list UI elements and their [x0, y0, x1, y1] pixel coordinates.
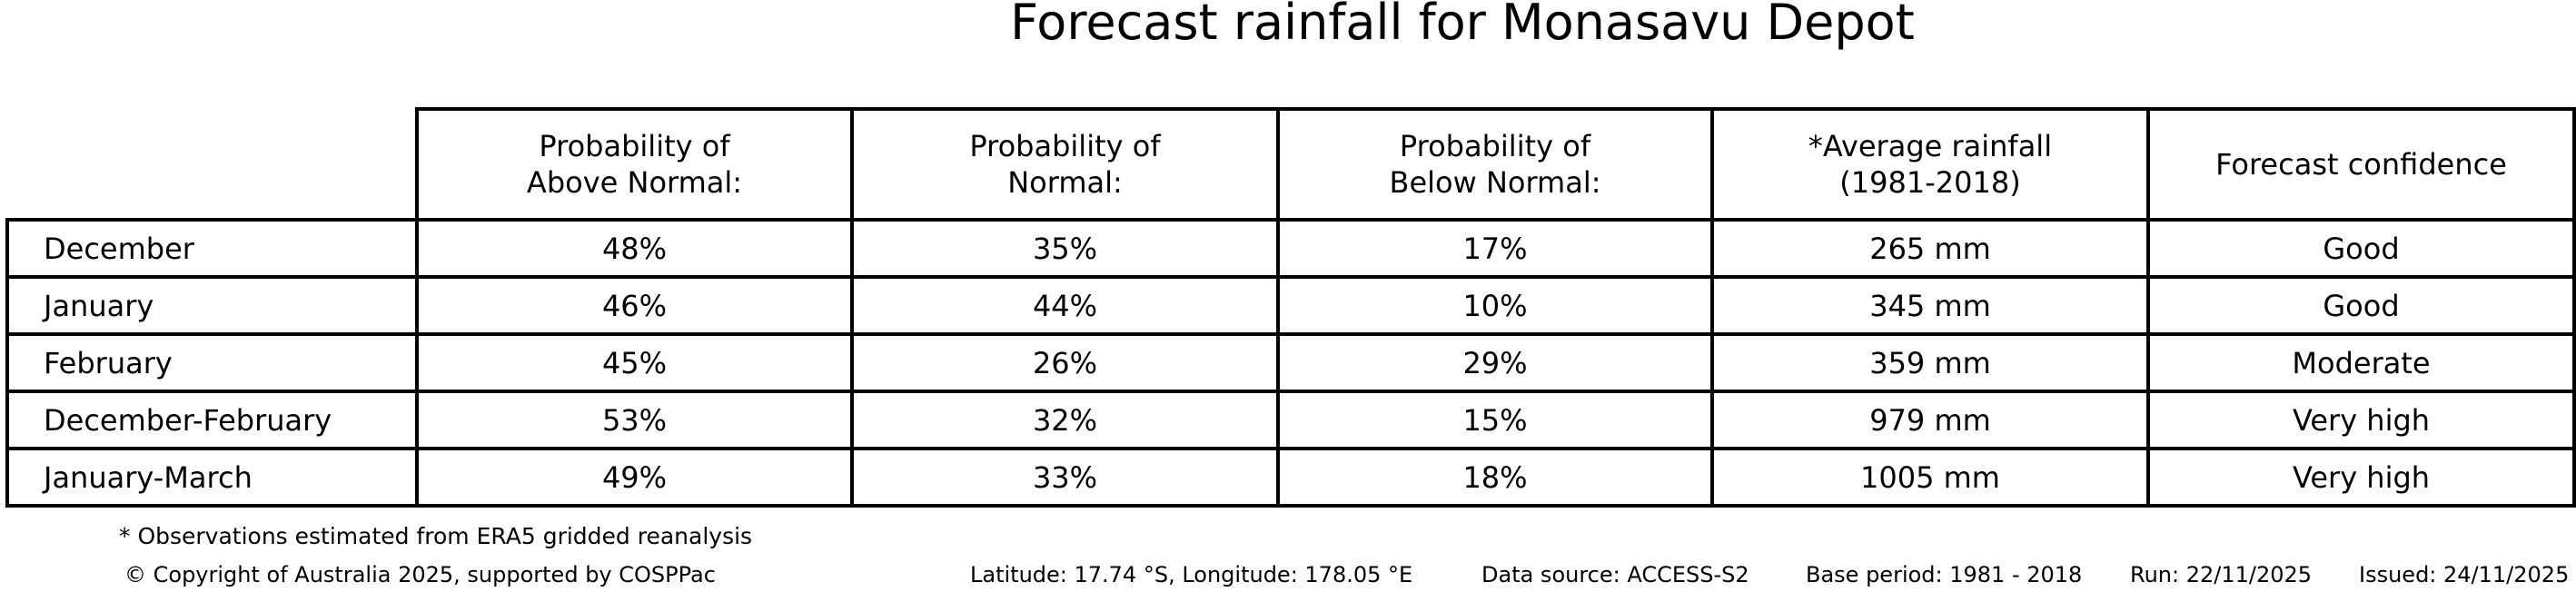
- cell-forecast-confidence: Good: [2146, 218, 2576, 279]
- col-header-average-rainfall: *Average rainfall (1981-2018): [1710, 107, 2150, 222]
- table-row-january: January 46% 44% 10% 345 mm Good: [5, 275, 2576, 336]
- row-label: January-March: [5, 447, 419, 508]
- cell-average-rainfall: 359 mm: [1710, 332, 2150, 393]
- meta-issued-date: Issued: 24/11/2025: [2359, 562, 2570, 587]
- cell-normal: 26%: [850, 332, 1280, 393]
- cell-below-normal: 17%: [1276, 218, 1714, 279]
- cell-normal: 33%: [850, 447, 1280, 508]
- cell-above-normal: 46%: [415, 275, 854, 336]
- forecast-table: Probability of Above Normal: Probability…: [5, 107, 2576, 508]
- cell-forecast-confidence: Very high: [2146, 447, 2576, 508]
- table-row-december-february: December-February 53% 32% 15% 979 mm Ver…: [5, 390, 2576, 450]
- cell-average-rainfall: 345 mm: [1710, 275, 2150, 336]
- cell-average-rainfall: 1005 mm: [1710, 447, 2150, 508]
- cell-above-normal: 49%: [415, 447, 854, 508]
- col-header-forecast-confidence: Forecast confidence: [2146, 107, 2576, 222]
- cell-normal: 35%: [850, 218, 1280, 279]
- row-label: February: [5, 332, 419, 393]
- cell-normal: 44%: [850, 275, 1280, 336]
- cell-average-rainfall: 265 mm: [1710, 218, 2150, 279]
- cell-normal: 32%: [850, 390, 1280, 450]
- meta-base-period: Base period: 1981 - 2018: [1806, 562, 2083, 587]
- col-header-below-normal: Probability of Below Normal:: [1276, 107, 1714, 222]
- cell-forecast-confidence: Good: [2146, 275, 2576, 336]
- cell-above-normal: 45%: [415, 332, 854, 393]
- table-row-december: December 48% 35% 17% 265 mm Good: [5, 218, 2576, 279]
- cell-above-normal: 48%: [415, 218, 854, 279]
- cell-average-rainfall: 979 mm: [1710, 390, 2150, 450]
- cell-forecast-confidence: Very high: [2146, 390, 2576, 450]
- copyright-notice: © Copyright of Australia 2025, supported…: [124, 562, 716, 587]
- table-row-january-march: January-March 49% 33% 18% 1005 mm Very h…: [5, 447, 2576, 508]
- cell-below-normal: 18%: [1276, 447, 1714, 508]
- cell-above-normal: 53%: [415, 390, 854, 450]
- table-row-february: February 45% 26% 29% 359 mm Moderate: [5, 332, 2576, 393]
- table-header-row: Probability of Above Normal: Probability…: [7, 107, 2576, 222]
- row-label: January: [5, 275, 419, 336]
- page-title: Forecast rainfall for Monasavu Depot: [1010, 0, 1915, 51]
- meta-data-source: Data source: ACCESS-S2: [1481, 562, 1749, 587]
- observations-footnote: * Observations estimated from ERA5 gridd…: [119, 523, 753, 549]
- cell-below-normal: 10%: [1276, 275, 1714, 336]
- cell-below-normal: 15%: [1276, 390, 1714, 450]
- meta-run-date: Run: 22/11/2025: [2130, 562, 2313, 587]
- cell-forecast-confidence: Moderate: [2146, 332, 2576, 393]
- col-header-normal: Probability of Normal:: [850, 107, 1280, 222]
- meta-location: Latitude: 17.74 °S, Longitude: 178.05 °E: [970, 562, 1413, 587]
- col-header-above-normal: Probability of Above Normal:: [415, 107, 854, 222]
- row-label: December: [5, 218, 419, 279]
- row-label: December-February: [5, 390, 419, 450]
- cell-below-normal: 29%: [1276, 332, 1714, 393]
- table-corner-blank: [7, 109, 417, 220]
